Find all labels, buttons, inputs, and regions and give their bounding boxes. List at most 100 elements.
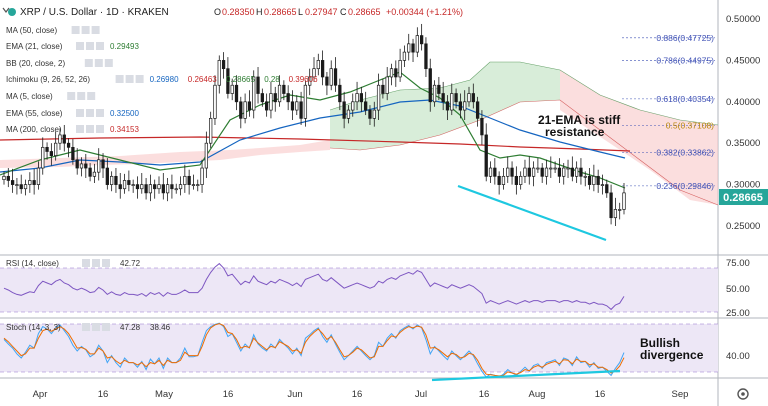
candle-body: [475, 101, 480, 119]
candle-body: [45, 146, 49, 152]
candle-body: [609, 192, 613, 219]
candle-body: [260, 93, 264, 103]
candle-body: [290, 101, 295, 111]
candle-body: [273, 93, 277, 103]
time-axis-tick-1: 16: [98, 389, 109, 400]
candle-body: [277, 84, 282, 103]
indicator-0-close-icon[interactable]: [91, 26, 100, 34]
gear-icon[interactable]: [737, 388, 749, 400]
indicator-3-value-1: 0.26463: [188, 75, 217, 84]
price-axis-tick-0: 0.50000: [726, 14, 760, 25]
indicator-3-eye-icon[interactable]: [115, 75, 124, 83]
stoch-k-value: 47.28: [120, 323, 141, 332]
candle-body: [165, 184, 170, 194]
candle-body: [256, 76, 260, 94]
candle-body: [204, 142, 209, 169]
candle-body: [303, 84, 308, 119]
current-price-label: 0.28665: [723, 192, 763, 204]
stoch-eye-icon[interactable]: [82, 323, 90, 331]
indicator-2-eye-icon[interactable]: [84, 59, 93, 67]
stoch-close-icon[interactable]: [102, 323, 110, 331]
candle-body: [376, 84, 381, 111]
candle-body: [587, 175, 592, 185]
candle-body: [196, 184, 200, 186]
candle-body: [463, 101, 467, 111]
candle-body: [583, 175, 587, 178]
rsi-eye-icon[interactable]: [82, 259, 90, 267]
time-axis-tick-9: 16: [595, 389, 606, 400]
indicator-3-value-2: 0.28665: [226, 75, 255, 84]
candle-body: [97, 159, 101, 173]
stoch-title: Stoch (14, 3, 3): [6, 323, 61, 332]
candle-body: [605, 184, 609, 194]
candle-body: [570, 167, 574, 177]
candle-body: [342, 101, 346, 119]
candle-body: [161, 184, 165, 194]
candle-body: [58, 134, 62, 144]
indicator-5-close-icon[interactable]: [96, 109, 104, 117]
indicator-6-gear-icon[interactable]: [86, 125, 94, 133]
indicator-5-gear-icon[interactable]: [86, 109, 94, 117]
indicator-4-gear-icon[interactable]: [77, 92, 86, 100]
candle-body: [527, 167, 531, 177]
price-axis-tick-1: 0.45000: [726, 55, 760, 66]
candle-body: [618, 209, 622, 211]
indicator-3-close-icon[interactable]: [135, 75, 144, 83]
indicator-6-close-icon[interactable]: [96, 125, 104, 133]
price-axis: 0.50000 0.45000 0.40000 0.35000 0.30000 0.250…: [726, 14, 760, 232]
candle-body: [122, 180, 127, 190]
indicator-4-eye-icon[interactable]: [67, 92, 76, 100]
candle-body: [312, 68, 316, 78]
indicator-2-gear-icon[interactable]: [94, 59, 103, 67]
candle-body: [213, 84, 217, 119]
rsi-close-icon[interactable]: [102, 259, 110, 267]
indicator-4-close-icon[interactable]: [87, 92, 96, 100]
candle-body: [368, 109, 372, 119]
stoch-d-line: [3, 323, 625, 377]
indicator-0-eye-icon[interactable]: [71, 26, 80, 34]
indicator-1-eye-icon[interactable]: [76, 42, 84, 50]
candle-body: [66, 142, 71, 148]
candle-body: [544, 167, 549, 177]
candle-body: [49, 151, 54, 156]
price-trendline: [457, 184, 607, 242]
indicator-0-gear-icon[interactable]: [81, 26, 90, 34]
candle-body: [506, 167, 510, 177]
indicator-1-close-icon[interactable]: [96, 42, 104, 50]
fib-level-label-1: 0.786(0.44975): [656, 56, 714, 66]
fib-level-label-0: 0.886(0.47725): [656, 33, 714, 43]
candle-body: [71, 146, 75, 161]
indicator-1-gear-icon[interactable]: [86, 42, 94, 50]
header-change: +0.00344 (+1.21%): [386, 7, 463, 17]
stoch-d-value: 38.46: [150, 323, 171, 332]
candle-body: [523, 167, 527, 177]
stoch-gear-icon[interactable]: [92, 323, 100, 331]
candle-body: [549, 167, 553, 170]
candle-body: [221, 60, 226, 70]
candle-body: [402, 51, 407, 61]
ma200-line: [0, 136, 631, 152]
fib-level-label-2: 0.618(0.40354): [656, 94, 714, 104]
indicator-5-eye-icon[interactable]: [76, 109, 84, 117]
candle-body: [574, 167, 579, 177]
collapse-chevron-icon[interactable]: [2, 7, 10, 13]
ema55-line: [0, 99, 626, 173]
candle-body: [157, 184, 161, 190]
indicator-3-gear-icon[interactable]: [125, 75, 134, 83]
ema-resistance-note-2: resistance: [545, 125, 605, 139]
candle-body: [15, 184, 19, 186]
candle-body: [359, 93, 364, 103]
fib-level-label-3: 0.5(0.37108): [666, 121, 714, 131]
candle-body: [41, 146, 45, 169]
header-open: 0.28350: [222, 7, 255, 17]
candle-body: [441, 93, 445, 103]
candle-body: [19, 184, 23, 190]
rsi-gear-icon[interactable]: [92, 259, 100, 267]
candle-body: [364, 101, 368, 111]
candle-body: [557, 167, 562, 177]
price-axis-tick-3: 0.35000: [726, 138, 760, 149]
indicator-6-eye-icon[interactable]: [76, 125, 84, 133]
indicator-2-close-icon[interactable]: [104, 59, 113, 67]
rsi-axis-50: 50.00: [726, 284, 750, 295]
